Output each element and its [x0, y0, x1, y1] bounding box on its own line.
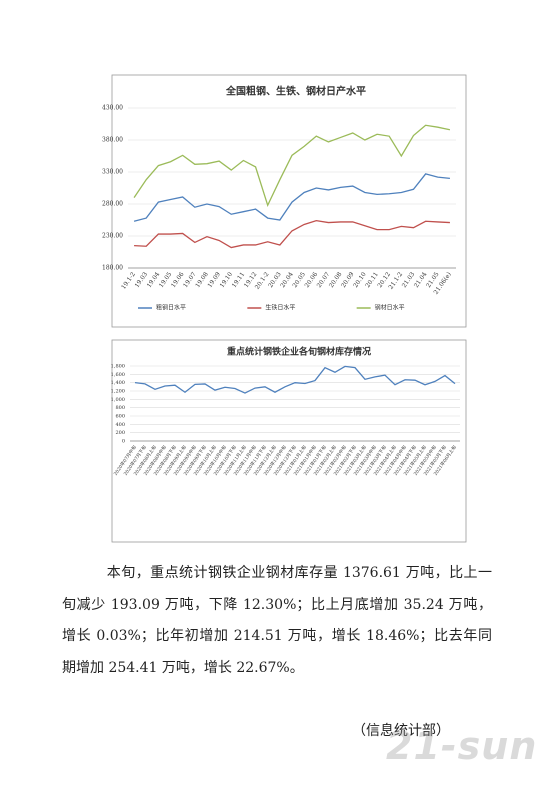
y-tick-label: 400: [115, 422, 125, 428]
y-tick-label: 230.00: [102, 233, 123, 240]
y-tick-label: 800: [115, 405, 125, 411]
chart-title: 全国粗钢、生铁、钢材日产水平: [225, 85, 366, 98]
signature: （信息统计部）: [352, 723, 450, 739]
y-tick-label: 280.00: [102, 201, 123, 208]
y-tick-label: 0: [122, 439, 125, 445]
y-tick-label: 330.00: [102, 169, 123, 176]
legend-label: 钢材日水平: [375, 304, 405, 312]
y-tick-label: 380.00: [102, 137, 123, 144]
chart-frame: [111, 74, 467, 328]
y-tick-label: 1,000: [111, 397, 125, 403]
series-line: [134, 219, 450, 249]
y-tick-label: 1,600: [111, 372, 125, 378]
y-tick-label: 180.00: [102, 265, 123, 272]
chart-title: 重点统计钢铁企业各旬钢材库存情况: [227, 346, 371, 358]
series-line: [133, 173, 450, 222]
series-line: [134, 365, 456, 394]
series-line: [133, 124, 451, 208]
paragraph: 本旬，重点统计钢铁企业钢材库存量 1376.61 万吨，比上一旬减少 193.0…: [62, 565, 492, 676]
y-tick-label: 1,200: [111, 389, 125, 395]
y-tick-label: 430.00: [102, 105, 123, 112]
y-tick-label: 200: [115, 430, 125, 436]
y-tick-label: 600: [115, 414, 125, 420]
y-tick-label: 1,800: [111, 364, 125, 370]
legend-label: 粗钢日水平: [156, 304, 186, 312]
watermark: 21-sun: [386, 724, 538, 768]
legend-label: 生铁日水平: [265, 304, 295, 312]
y-tick-label: 1,400: [111, 380, 125, 386]
